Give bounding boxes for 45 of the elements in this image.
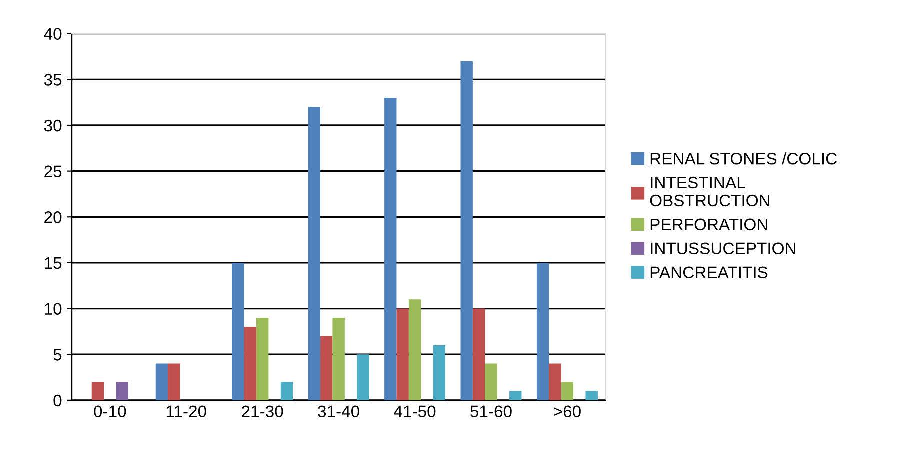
bar — [433, 345, 446, 400]
y-tick-label: 40 — [44, 28, 62, 40]
bar — [244, 327, 256, 400]
bar — [168, 364, 180, 400]
bar — [472, 308, 486, 400]
bar — [308, 107, 321, 400]
y-tick-label: 15 — [45, 258, 62, 270]
y-tick-label: 0 — [54, 394, 62, 407]
legend-label: INTESTINAL OBSTRUCTION — [650, 176, 770, 207]
bar — [256, 318, 269, 400]
bar — [280, 382, 294, 400]
bar — [332, 318, 345, 400]
x-tick-label: 11-20 — [166, 406, 206, 418]
bar — [561, 382, 574, 400]
bar — [116, 382, 128, 400]
bar — [536, 262, 550, 400]
legend-label: PERFORATION — [650, 218, 768, 231]
bar — [357, 354, 370, 400]
x-tick-label: 31-40 — [318, 406, 360, 418]
bar — [586, 391, 598, 400]
bar — [396, 308, 409, 400]
x-tick-label: >60 — [554, 406, 581, 418]
bar — [320, 336, 333, 400]
y-tick-label: 10 — [45, 303, 62, 315]
x-tick-label: 0-10 — [94, 406, 126, 418]
bar — [156, 364, 168, 400]
y-tick-label: 5 — [54, 349, 62, 361]
bar — [408, 300, 422, 400]
y-tick-label: 20 — [44, 212, 62, 224]
legend-label: RENAL STONES /COLIC — [650, 152, 837, 165]
legend-label: PANCREATITIS — [650, 266, 768, 279]
y-tick-label: 25 — [44, 166, 62, 178]
x-tick-label: 51-60 — [470, 406, 512, 418]
y-tick-label: 30 — [44, 120, 62, 132]
bar — [384, 98, 397, 400]
x-tick-label: 21-30 — [242, 406, 284, 418]
bar — [549, 364, 562, 400]
legend-label: INTUSSUCEPTION — [651, 242, 796, 255]
bar — [510, 391, 522, 400]
bar — [460, 61, 473, 400]
y-tick-label: 35 — [44, 74, 62, 86]
bar — [92, 382, 104, 400]
x-tick-label: 41-50 — [394, 406, 436, 418]
bar — [232, 262, 244, 400]
bar — [485, 364, 498, 400]
